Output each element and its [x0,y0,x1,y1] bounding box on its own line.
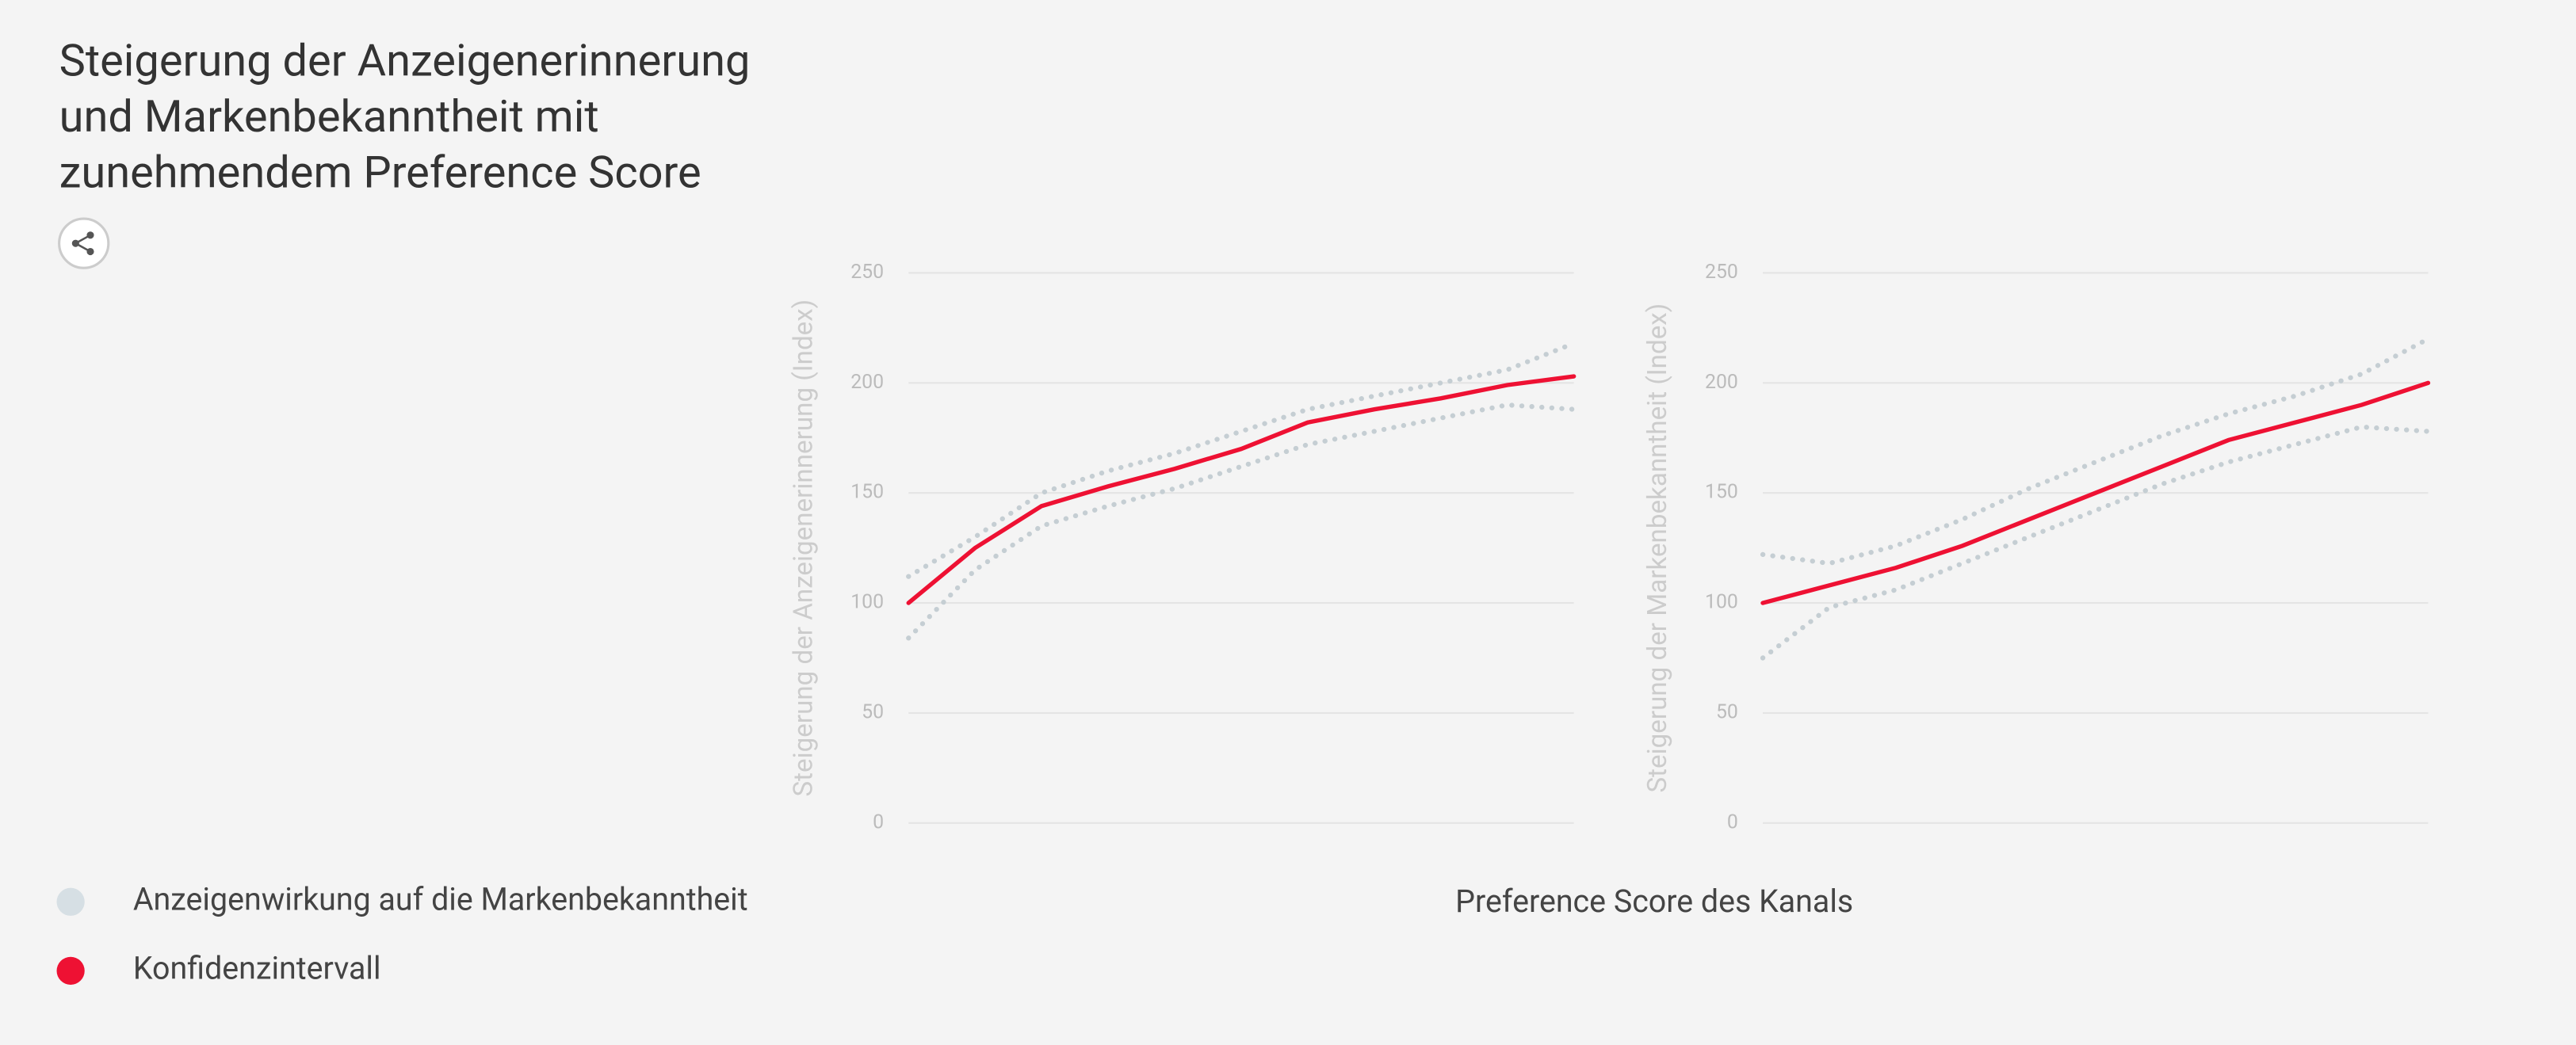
y-tick-label: 0 [873,810,884,833]
bound-line [906,402,1577,641]
legend-label: Konfidenzintervall [133,950,381,987]
y-tick-label: 0 [1727,810,1738,833]
bound-line [1760,424,2431,661]
title: und Markenbekanntheit mit [59,90,599,143]
y-tick-label: 150 [850,481,884,504]
main-line [1760,380,2431,605]
main-line [906,374,1577,605]
y-axis-label: Steigerung der Anzeigenerinnerung (Index… [788,299,819,797]
bound-line [906,341,1577,579]
title: Steigerung der Anzeigenerinnerung [59,35,751,87]
title: zunehmendem Preference Score [59,147,701,199]
y-tick-label: 250 [1705,261,1738,284]
bound-line [1760,336,2431,566]
y-tick-label: 100 [1705,591,1738,614]
y-tick-label: 200 [850,371,884,394]
legend-marker [56,887,85,916]
y-tick-label: 100 [850,591,884,614]
y-tick-label: 200 [1705,371,1738,394]
share-button[interactable] [58,217,110,269]
y-tick-label: 50 [862,700,884,723]
y-tick-label: 50 [1716,700,1738,723]
legend-label: Anzeigenwirkung auf die Markenbekannthei… [133,881,748,918]
legend-marker [56,956,85,985]
y-tick-label: 250 [850,261,884,284]
x-axis-label: Preference Score des Kanals [1455,883,1853,920]
y-tick-label: 150 [1705,481,1738,504]
y-axis-label: Steigerung der Markenbekanntheit (Index) [1642,303,1673,793]
